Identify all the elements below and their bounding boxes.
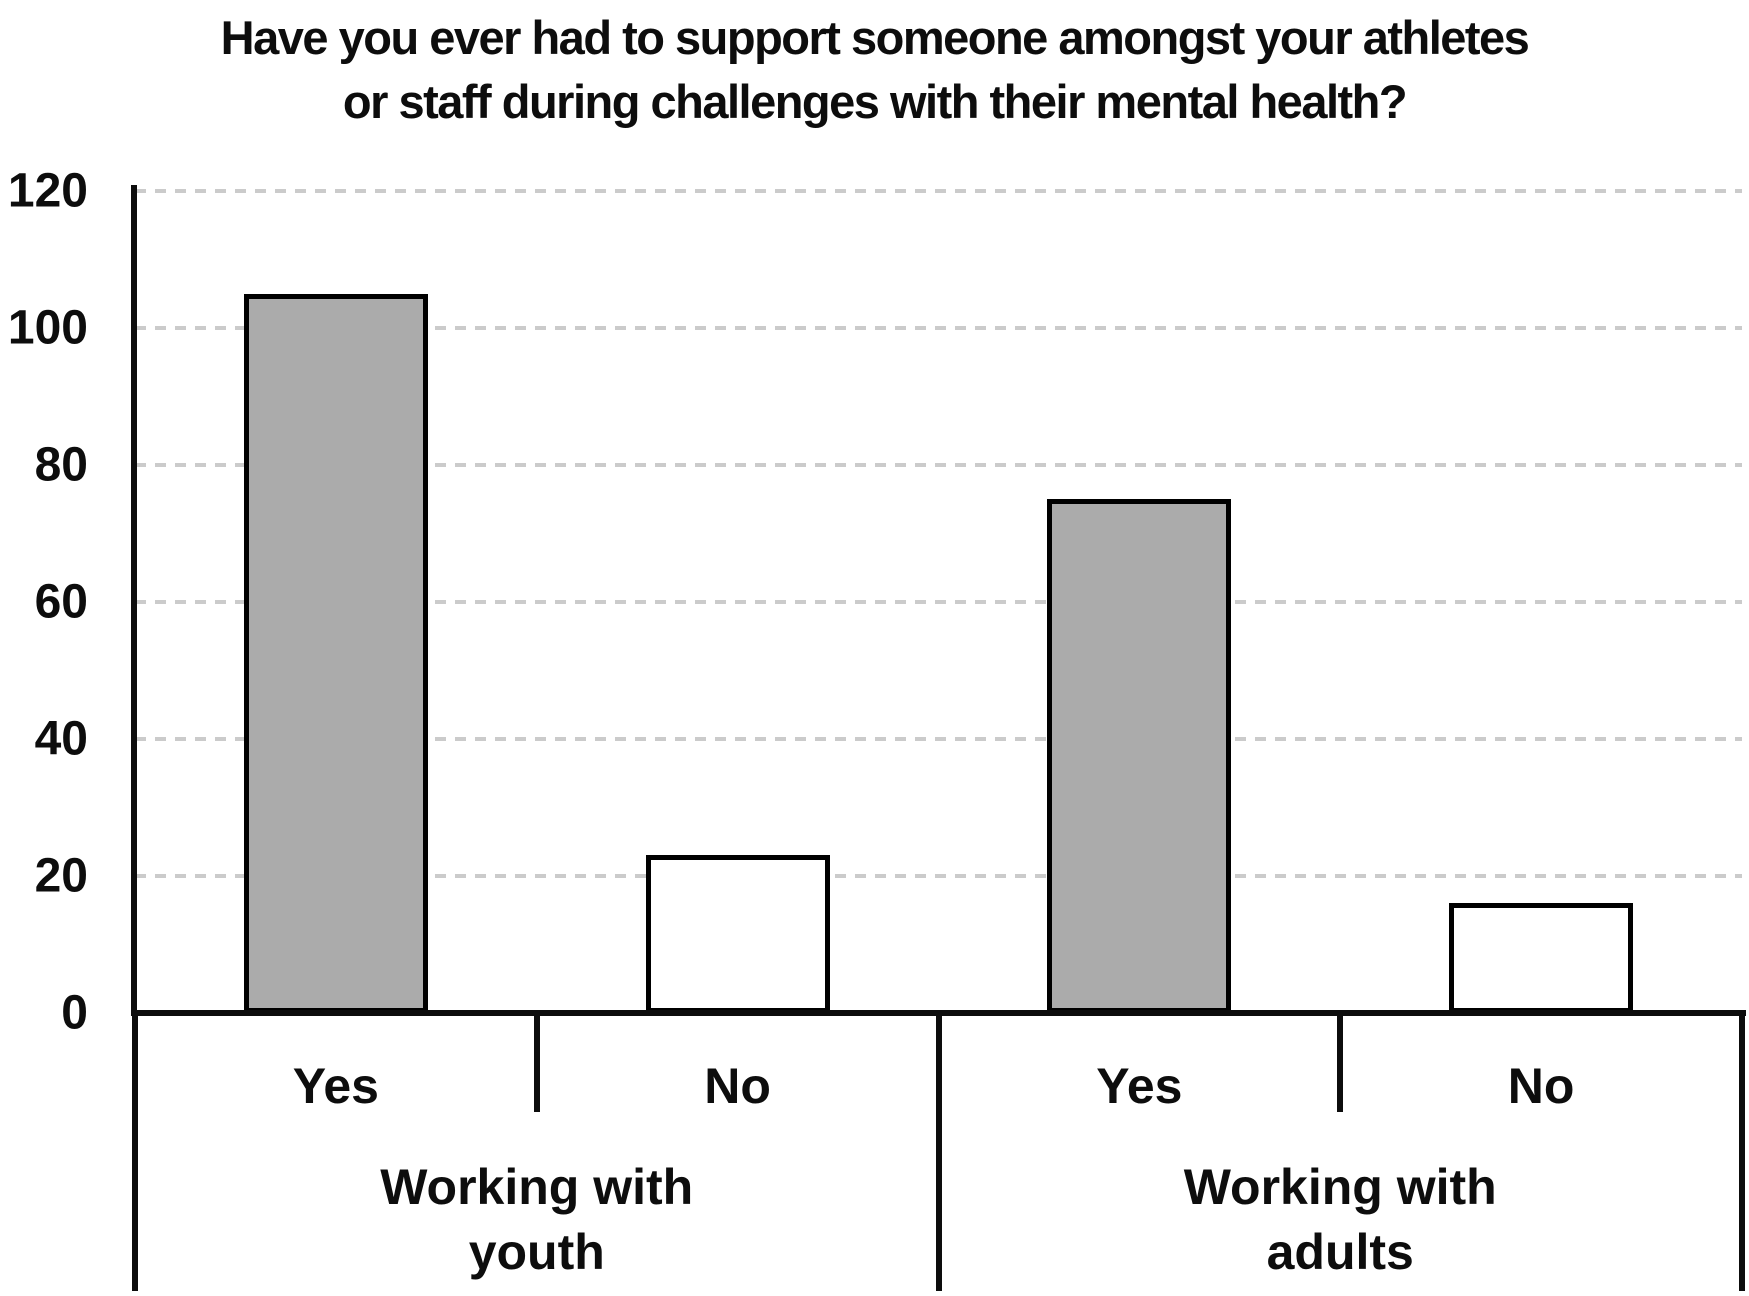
y-axis-line <box>131 185 137 1016</box>
group-label-line: Working with <box>1183 1159 1497 1215</box>
category-divider-adults-yes-no <box>1337 1013 1344 1112</box>
gridline-40 <box>135 737 1742 741</box>
gridline-20 <box>135 874 1742 878</box>
y-axis-tick-label-20: 20 <box>34 849 88 903</box>
bar-youth-no <box>645 855 830 1013</box>
group-label-line: youth <box>468 1224 605 1280</box>
bar-adults-no <box>1449 903 1634 1013</box>
category-label-youth-no: No <box>704 1058 771 1114</box>
bar-adults-yes <box>1047 499 1232 1013</box>
gridline-120 <box>135 189 1742 193</box>
chart-title-line-2: or staff during challenges with their me… <box>342 75 1408 128</box>
category-divider-group-boundary <box>935 1013 942 1291</box>
group-label-line: Working with <box>380 1159 694 1215</box>
gridline-60 <box>135 600 1742 604</box>
gridline-80 <box>135 463 1742 467</box>
category-divider-left-edge <box>132 1013 138 1291</box>
category-label-youth-yes: Yes <box>292 1058 379 1114</box>
y-axis-tick-label-60: 60 <box>34 575 88 629</box>
gridline-100 <box>135 326 1742 330</box>
y-axis-tick-label-120: 120 <box>7 164 88 218</box>
category-label-adults-no: No <box>1507 1058 1575 1114</box>
category-label-adults-yes: Yes <box>1096 1058 1183 1114</box>
y-axis-tick-label-0: 0 <box>61 986 88 1040</box>
y-axis-tick-label-80: 80 <box>34 438 88 492</box>
group-label-line: adults <box>1266 1224 1414 1280</box>
chart-title-line-1: Have you ever had to support someone amo… <box>220 11 1530 64</box>
y-axis-tick-label-100: 100 <box>7 301 88 355</box>
category-divider-right-edge <box>1739 1013 1745 1291</box>
category-divider-youth-yes-no <box>533 1013 540 1112</box>
bar-youth-yes <box>243 293 428 1013</box>
y-axis-tick-label-40: 40 <box>34 712 88 766</box>
group-label-adults: Working with adults <box>1020 1155 1660 1285</box>
group-label-youth: Working with youth <box>217 1155 857 1285</box>
chart-title: Have you ever had to support someone amo… <box>0 6 1749 134</box>
